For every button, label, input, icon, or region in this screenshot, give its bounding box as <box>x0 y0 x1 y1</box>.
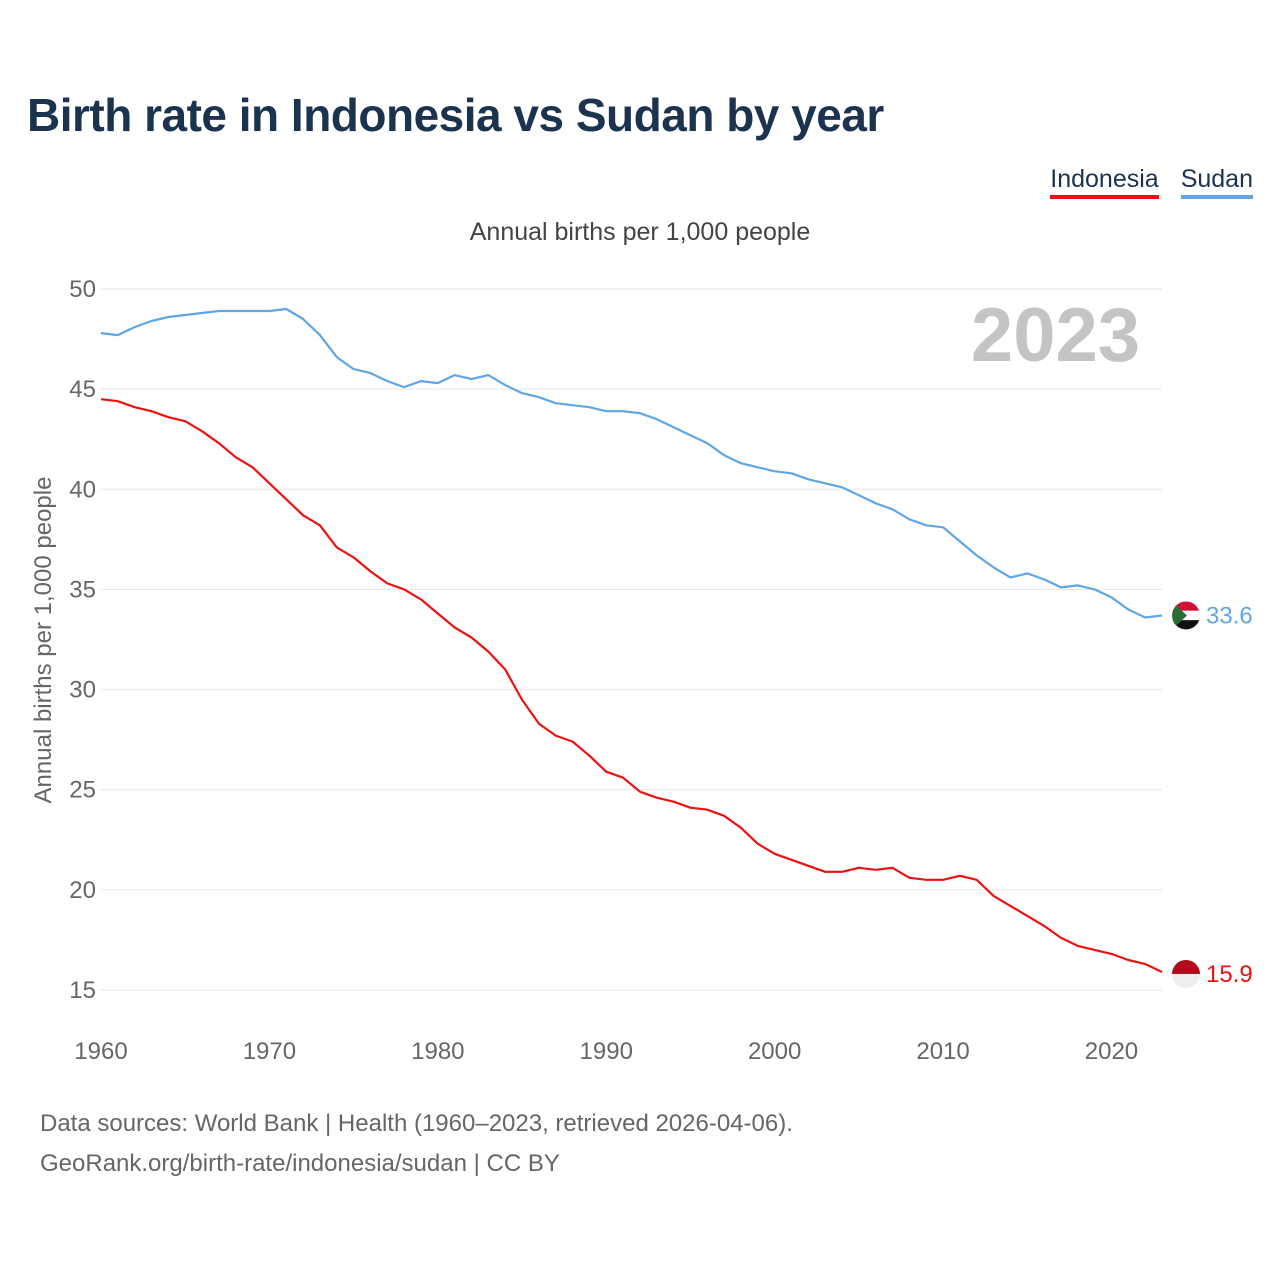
end-value-label-indonesia: 15.9 <box>1206 961 1253 988</box>
x-tick-label: 1960 <box>74 1038 127 1065</box>
footer: Data sources: World Bank | Health (1960–… <box>40 1104 793 1184</box>
legend-item-sudan[interactable]: Sudan <box>1180 165 1253 199</box>
footer-sources: Data sources: World Bank | Health (1960–… <box>40 1110 793 1137</box>
y-tick-label: 15 <box>69 977 96 1004</box>
y-tick-label: 30 <box>69 677 96 704</box>
x-tick-label: 1980 <box>411 1038 464 1065</box>
x-tick-label: 1970 <box>243 1038 296 1065</box>
flag-stripe-black <box>1172 620 1200 630</box>
footer-attribution[interactable]: GeoRank.org/birth-rate/indonesia/sudan |… <box>40 1150 560 1177</box>
flag-stripe-red <box>1172 601 1200 611</box>
series-line-indonesia <box>100 398 1163 973</box>
series-line-sudan <box>100 307 1163 619</box>
x-tick-label: 2000 <box>748 1038 801 1065</box>
y-tick-label: 40 <box>69 476 96 503</box>
x-tick-label: 2020 <box>1085 1038 1138 1065</box>
sudan-flag-icon <box>1172 601 1200 630</box>
flag-stripe-white <box>1172 973 1200 988</box>
end-value-label-sudan: 33.6 <box>1206 602 1253 629</box>
flag-triangle-green <box>1172 601 1187 630</box>
year-watermark: 2023 <box>971 293 1140 378</box>
indonesia-flag-icon <box>1172 959 1200 988</box>
y-tick-label: 50 <box>69 276 96 303</box>
x-tick-label: 1990 <box>580 1038 633 1065</box>
y-tick-label: 25 <box>69 777 96 804</box>
chart-title: Birth rate in Indonesia vs Sudan by year <box>27 89 884 141</box>
flag-stripe-red <box>1172 959 1200 974</box>
legend: Indonesia Sudan <box>1050 165 1253 199</box>
line-chart: Annual births per 1,000 people Annual bi… <box>30 218 1253 1065</box>
y-tick-label: 45 <box>69 376 96 403</box>
legend-item-indonesia[interactable]: Indonesia <box>1050 165 1159 199</box>
y-tick-label: 20 <box>69 877 96 904</box>
y-tick-label: 35 <box>69 576 96 603</box>
chart-subtitle: Annual births per 1,000 people <box>470 218 811 246</box>
y-axis-label: Annual births per 1,000 people <box>30 477 57 804</box>
x-tick-label: 2010 <box>916 1038 969 1065</box>
